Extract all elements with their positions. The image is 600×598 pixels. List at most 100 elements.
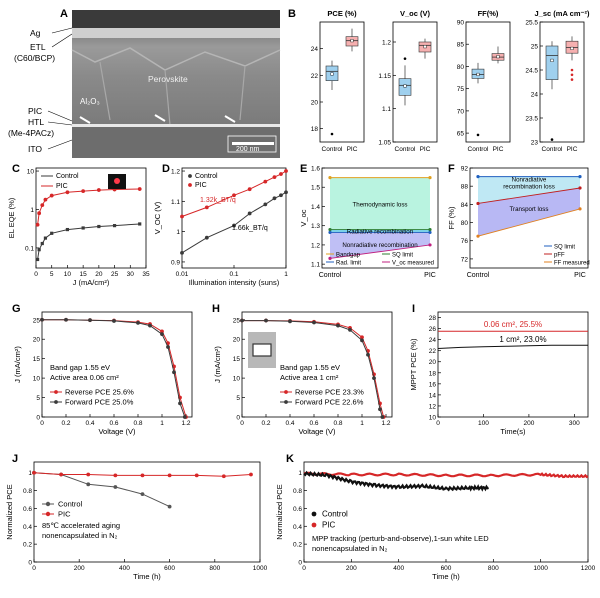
chart-jv-g: 0 5 10 15 20 25 0 0.2 0.4 0.6 0.8 1 1.2 Voltage (V) J …	[13, 311, 193, 436]
pic-point	[96, 188, 101, 192]
chart-voc-intensity: 0.9 1 1.1 1.2 0.01 0.1 1 Illumination intensity…	[153, 167, 288, 287]
annotation: Active area 1 cm²	[280, 373, 339, 382]
category-label: PIC	[424, 272, 436, 279]
y-tick-label: 24	[429, 337, 437, 344]
forward-point	[166, 345, 170, 349]
pic-point	[86, 472, 91, 477]
series-point	[476, 234, 480, 238]
x-tick-label: 0	[436, 420, 440, 427]
forward-point	[88, 318, 92, 323]
x-tick-label: 200	[346, 565, 357, 572]
plot-frame	[437, 311, 589, 418]
y-tick-label: 0.9	[171, 259, 180, 266]
region-nonrad	[478, 176, 580, 204]
y-tick-label: 16	[429, 381, 437, 388]
series-point	[476, 175, 480, 179]
forward-point	[182, 415, 187, 419]
y-tick-label: 1.05	[378, 140, 391, 147]
sem-label-ag: Ag	[30, 28, 41, 38]
x-tick-label: 800	[488, 565, 499, 572]
x-tick-label: 1000	[253, 565, 268, 572]
x-tick-label: 0.6	[309, 420, 318, 427]
forward-point	[360, 338, 364, 343]
series-line	[329, 244, 431, 259]
annotation: MPP tracking (perturb-and-observe),1-sun…	[312, 534, 489, 543]
y-tick-label: 1.1	[171, 199, 180, 206]
legend-label-pic: PIC	[195, 182, 207, 189]
y-axis-label: V_oc	[299, 209, 308, 226]
x-tick-label: 400	[119, 565, 130, 572]
panel-letter-j: J	[12, 453, 18, 465]
series-point	[578, 175, 582, 179]
sem-label-htl-detail: (Me-4PACz)	[8, 128, 54, 138]
forward-point	[172, 370, 176, 375]
y-tick-label: 0	[236, 415, 240, 422]
pic-point	[232, 193, 236, 198]
pic-line	[37, 188, 140, 225]
control-point	[65, 227, 70, 232]
x-tick-label: 200	[523, 420, 534, 427]
control-point	[279, 193, 283, 198]
box-outlier	[330, 132, 334, 136]
box-mean	[423, 45, 427, 49]
x-axis-label: Voltage (V)	[98, 427, 136, 436]
forward-point	[136, 320, 140, 325]
sem-ag-layer	[72, 10, 280, 28]
forward-point	[378, 407, 382, 412]
control-point	[140, 492, 145, 497]
x-tick-label: 35	[142, 271, 150, 278]
series-point	[476, 201, 480, 206]
pic-point	[40, 203, 45, 207]
forward-point	[336, 323, 340, 328]
sem-panel: Perovskite Al₂O₃ 200 nm Ag ETL (C60/BCP)…	[8, 10, 281, 158]
legend-swatch-forward-point	[54, 400, 58, 404]
x-tick-label: 1	[284, 271, 288, 278]
legend-label-control: Control	[58, 500, 83, 509]
legend-label-control: Control	[195, 173, 218, 180]
legend-swatch-pic	[311, 522, 317, 528]
region-nonrad	[330, 232, 430, 259]
y-tick-label: 76	[461, 238, 469, 245]
control-point	[43, 236, 48, 240]
x-tick-label: 30	[127, 271, 135, 278]
plot-frame	[321, 167, 439, 269]
pic-point	[221, 474, 226, 479]
pic-point	[279, 172, 283, 176]
legend-label: SQ limit	[554, 244, 575, 250]
chart-mpp-stability: 0 0.2 0.4 0.6 0.8 1 0 200 400 600 800 1000 1200 Time …	[275, 461, 596, 581]
y-tick-label: 90	[457, 20, 465, 27]
y-tick-label: 25	[233, 317, 241, 324]
y-tick-label: 92	[461, 166, 469, 173]
sem-label-htl: HTL	[28, 117, 44, 127]
control-point	[232, 223, 236, 228]
y-tick-label: 22	[311, 73, 319, 80]
y-axis-label: V_OC (V)	[153, 201, 162, 234]
forward-point	[264, 318, 268, 323]
sem-label-pic: PIC	[28, 106, 42, 116]
x-tick-label: 0.2	[61, 420, 70, 427]
x-tick-label: 0.8	[333, 420, 342, 427]
series-label-large-area: 1 cm², 23.0%	[499, 335, 546, 344]
plot-frame	[241, 311, 393, 418]
series-point	[328, 230, 332, 235]
legend-label: Rad. limit	[336, 260, 361, 266]
y-tick-label: 1	[30, 207, 34, 214]
sem-htl-layer	[72, 124, 280, 127]
pic-point	[204, 205, 209, 210]
panel-letter-k: K	[286, 453, 294, 465]
chart-voc-losses: 1.1 1.2 1.3 1.4 1.5 1.6 V_oc Themodynamic loss R…	[299, 166, 439, 279]
x-tick-label: 600	[441, 565, 452, 572]
panel-letter-a: A	[60, 8, 68, 20]
y-tick-label: 25.5	[525, 20, 538, 27]
y-tick-label: 88	[461, 184, 469, 191]
x-tick-label: 0.1	[229, 271, 238, 278]
series-line	[477, 208, 581, 237]
series-point	[578, 186, 582, 190]
y-axis-label: Normalized PCE	[275, 484, 284, 539]
y-tick-label: 1	[298, 470, 302, 477]
legend-label: SQ limit	[392, 252, 413, 258]
control-point	[81, 226, 85, 230]
x-tick-label: 1	[160, 420, 164, 427]
y-axis-label: FF (%)	[447, 206, 456, 229]
